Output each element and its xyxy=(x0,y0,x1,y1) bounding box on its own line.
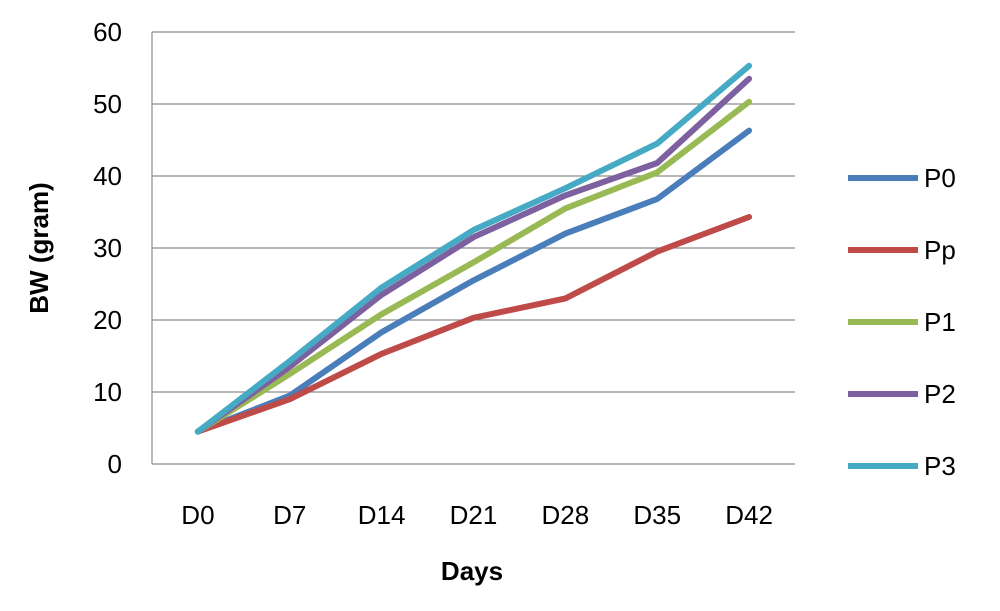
x-tick-label: D42 xyxy=(725,500,773,530)
legend-item-p2: P2 xyxy=(848,379,956,409)
x-tick-label: D14 xyxy=(358,500,406,530)
y-axis-ticks: 0 10 20 30 40 50 60 xyxy=(93,17,122,479)
y-tick-label: 60 xyxy=(93,17,122,47)
gridlines xyxy=(152,31,795,393)
y-tick-label: 0 xyxy=(108,449,122,479)
x-tick-label: D35 xyxy=(633,500,681,530)
series-line-p0 xyxy=(194,127,753,435)
x-tick-label: D21 xyxy=(450,500,498,530)
series-line-p1 xyxy=(194,98,753,435)
legend-label: P0 xyxy=(924,163,956,193)
legend-label: P1 xyxy=(924,307,956,337)
x-tick-label: D28 xyxy=(542,500,590,530)
y-tick-label: 20 xyxy=(93,305,122,335)
series-line-p2 xyxy=(194,75,753,435)
legend-item-p0: P0 xyxy=(848,163,956,193)
y-tick-label: 10 xyxy=(93,377,122,407)
legend: P0 Pp P1 P2 P3 xyxy=(848,163,956,481)
series-line-p3 xyxy=(194,62,753,435)
x-tick-label: D7 xyxy=(273,500,306,530)
legend-label: Pp xyxy=(924,235,956,265)
series-line-pp xyxy=(194,214,753,435)
x-axis-title: Days xyxy=(441,556,503,586)
legend-label: P3 xyxy=(924,451,956,481)
axes xyxy=(151,32,795,465)
x-axis-ticks: D0 D7 D14 D21 D28 D35 D42 xyxy=(181,500,773,530)
legend-item-p1: P1 xyxy=(848,307,956,337)
y-tick-label: 40 xyxy=(93,161,122,191)
y-tick-label: 50 xyxy=(93,89,122,119)
y-tick-label: 30 xyxy=(93,233,122,263)
series-lines xyxy=(194,62,753,435)
legend-label: P2 xyxy=(924,379,956,409)
legend-item-p3: P3 xyxy=(848,451,956,481)
legend-item-pp: Pp xyxy=(848,235,956,265)
y-axis-title: BW (gram) xyxy=(24,182,54,313)
x-tick-label: D0 xyxy=(181,500,214,530)
